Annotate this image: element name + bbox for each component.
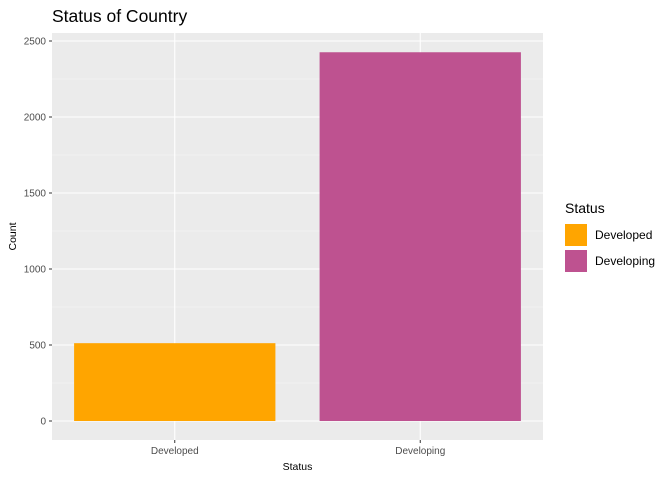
x-tick-label: Developing [395,446,445,457]
legend-item-developed: Developed [565,222,655,247]
chart-title: Status of Country [52,6,188,26]
legend-swatch-developed [565,223,587,246]
y-tick-label: 1000 [24,265,47,276]
legend-swatch-developing [565,249,587,272]
legend-label-developing: Developing [595,253,656,268]
x-axis-title: Status [283,461,313,473]
legend-label-developed: Developed [595,227,653,242]
y-tick-label: 2000 [24,113,47,124]
y-tick-label: 1500 [24,189,47,200]
y-tick-label: 500 [29,341,46,352]
bar-developed [74,343,276,421]
y-axis-title: Count [7,222,19,250]
y-tick-label: 2500 [24,37,47,48]
legend: Status Developed Developing [565,200,655,274]
x-tick-label: Developed [151,446,199,457]
legend-title: Status [565,200,605,216]
y-tick-label: 0 [40,417,46,428]
bar-developing [319,52,521,422]
legend-item-developing: Developing [565,248,655,273]
